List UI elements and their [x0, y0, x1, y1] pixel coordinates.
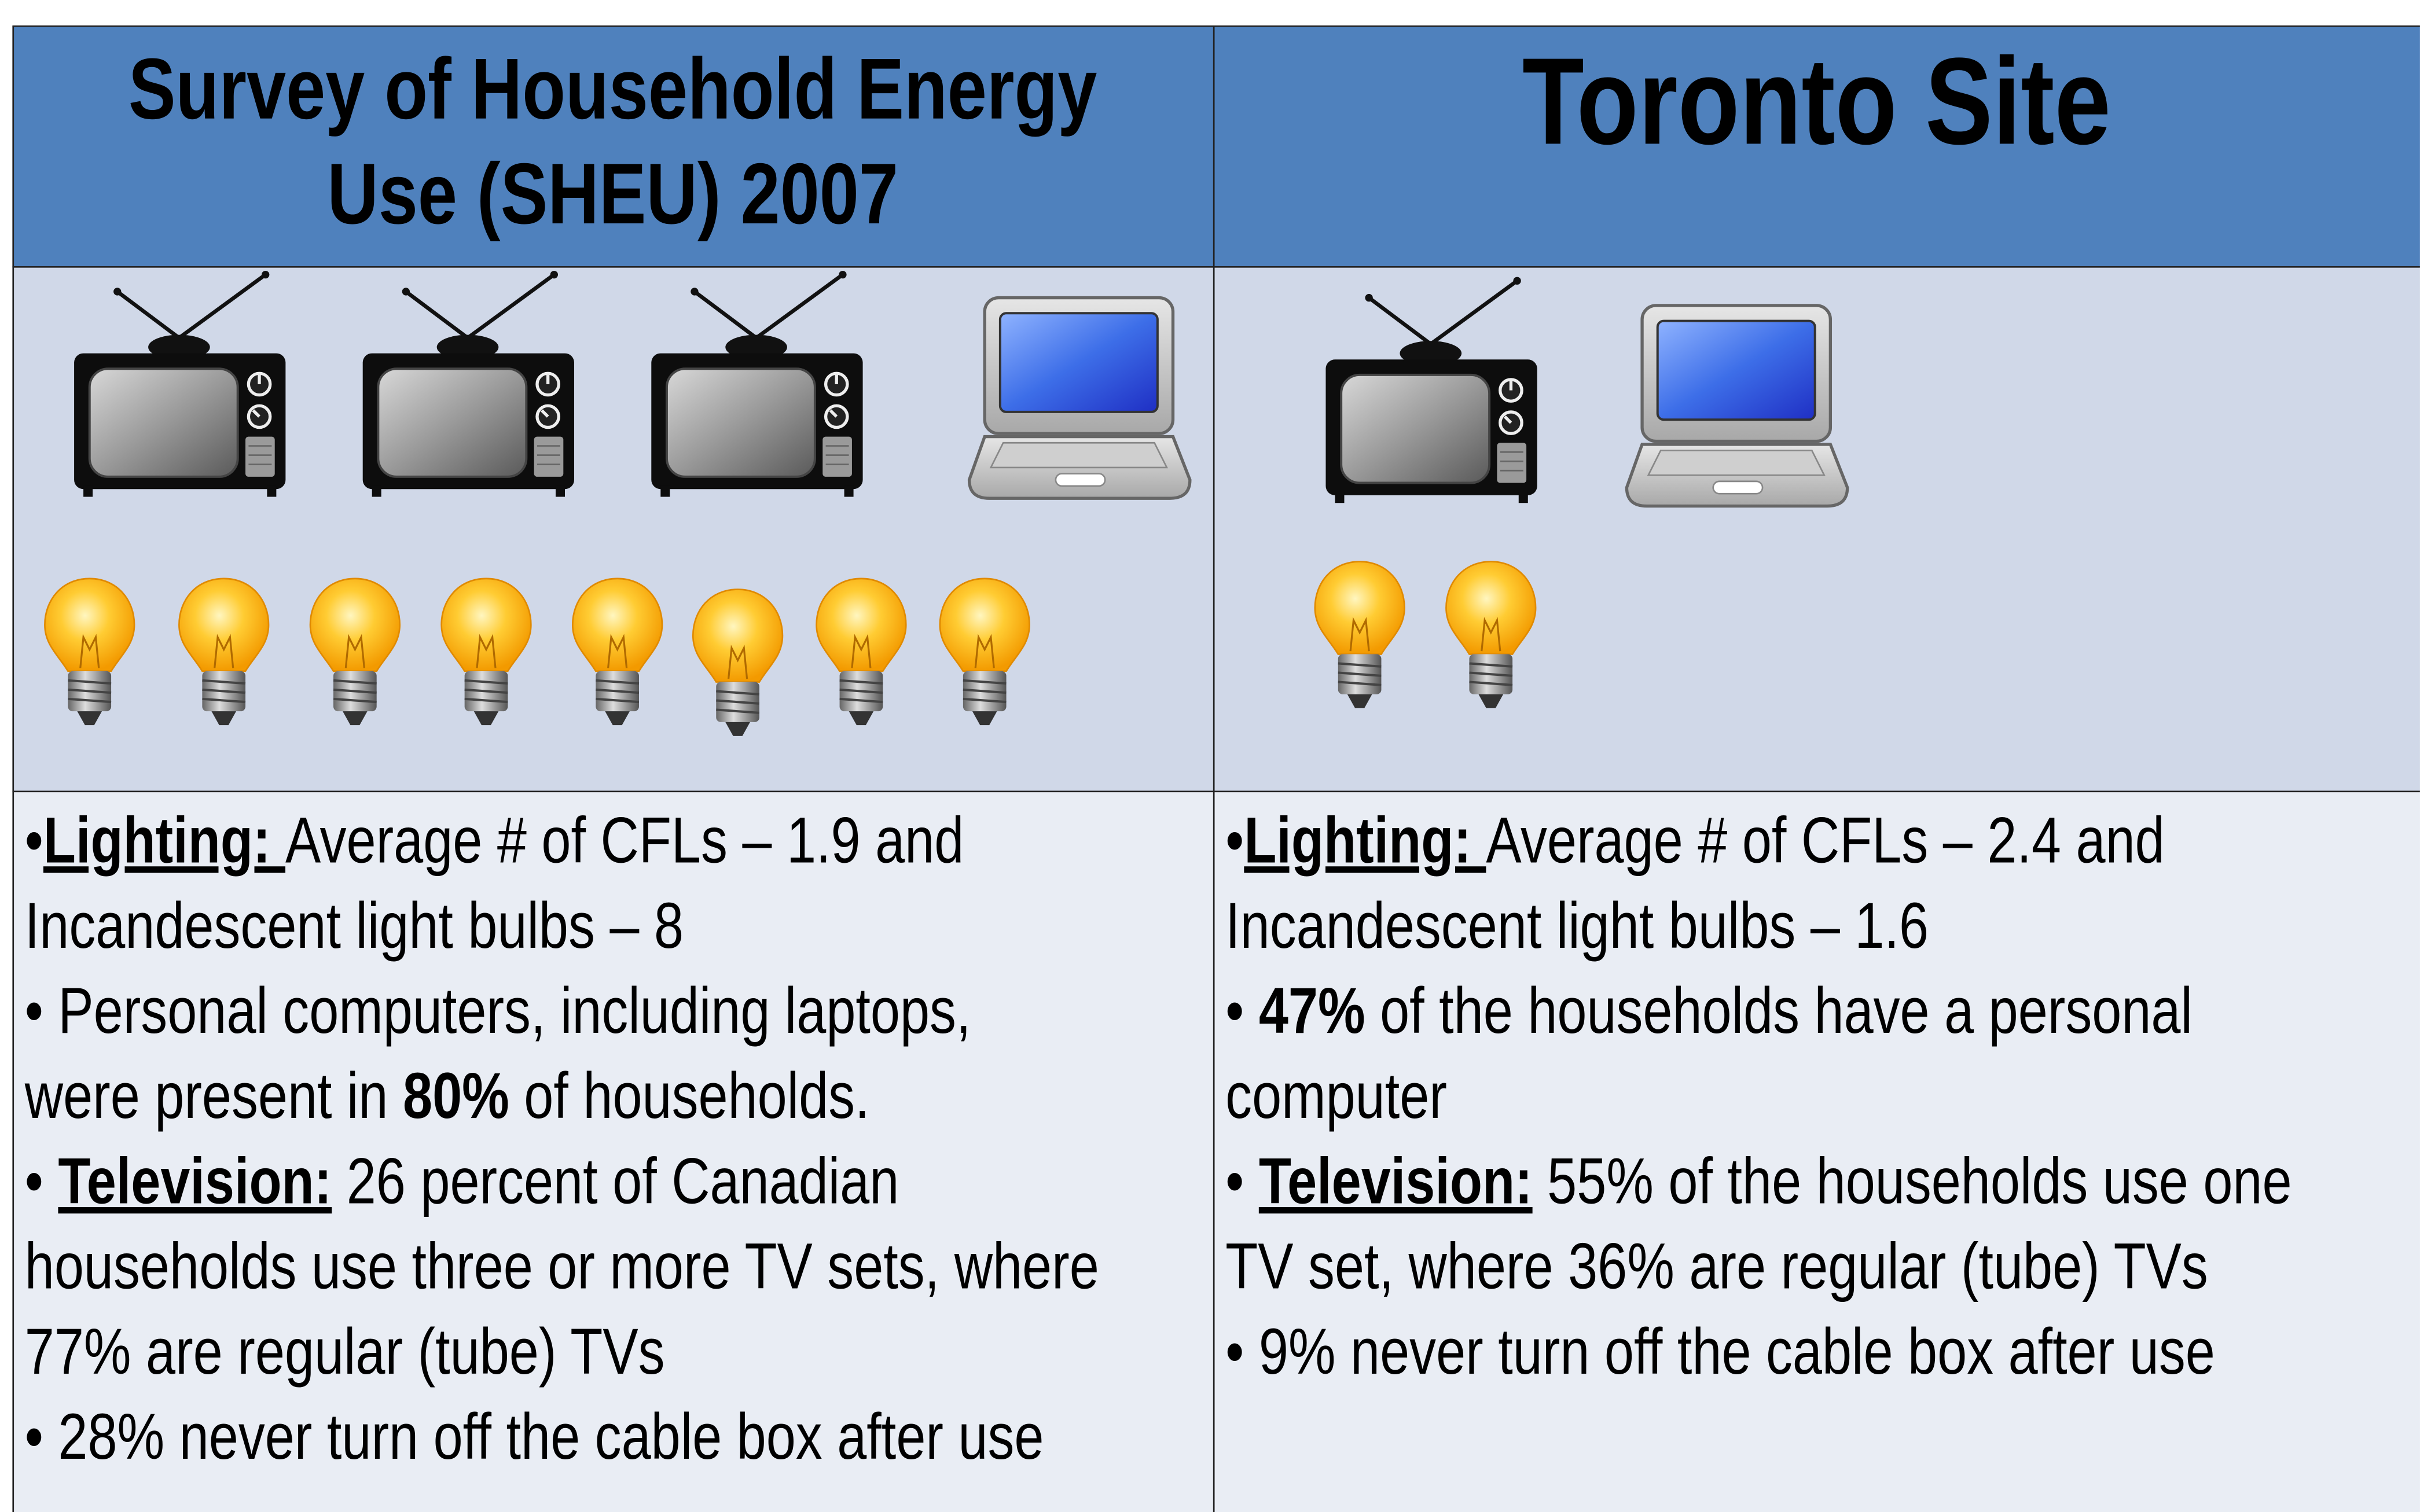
body-text: were present in 80% of households.	[24, 1059, 870, 1132]
text-run: • 28% never turn off the cable box after…	[25, 1400, 1044, 1473]
body-text: • 9% never turn off the cable box after …	[1225, 1315, 2215, 1388]
text-run: Lighting:	[1244, 804, 1486, 877]
text-line: •Lighting: Average # of CFLs – 1.9 and	[25, 804, 964, 877]
body-text: computer	[1225, 1059, 1447, 1132]
text-run: computer	[1225, 1059, 1447, 1132]
header-title-line: Survey of Household Energy	[128, 40, 1097, 137]
text-run: 55% of the households use one	[1533, 1145, 2292, 1217]
text-run: 77% are regular (tube) TVs	[25, 1315, 665, 1388]
header-title: Survey of Household Energy	[128, 40, 1097, 137]
text-run: •	[1225, 1145, 1259, 1217]
body-text: • Television: 55% of the households use …	[1225, 1145, 2292, 1217]
text-line: computer	[1225, 1059, 1447, 1132]
text-line: • 28% never turn off the cable box after…	[25, 1400, 1044, 1473]
body-text: • 47% of the households have a personal	[1225, 974, 2193, 1047]
text-run: Lighting:	[43, 804, 285, 877]
body-text: households use three or more TV sets, wh…	[25, 1230, 1099, 1303]
text-run: households use three or more TV sets, wh…	[25, 1230, 1099, 1303]
text-run: 47%	[1259, 974, 1365, 1047]
body-text: •Lighting: Average # of CFLs – 1.9 and	[25, 804, 964, 877]
text-line: • 9% never turn off the cable box after …	[1225, 1315, 2215, 1388]
page: {"columns": [ {"title_lines": ["Survey o…	[0, 0, 2420, 1512]
body-text: TV set, where 36% are regular (tube) TVs	[1225, 1230, 2208, 1303]
header-title: Use (SHEU) 2007	[327, 145, 898, 241]
body-text: • Television: 26 percent of Canadian	[25, 1145, 899, 1217]
text-run: • Personal computers, including laptops,	[25, 974, 971, 1047]
text-run: Incandescent light bulbs – 8	[25, 889, 684, 962]
text-line: • 47% of the households have a personal	[1225, 974, 2193, 1047]
body-text: •Lighting: Average # of CFLs – 2.4 and	[1225, 804, 2165, 877]
laptop-icon	[970, 298, 1190, 499]
header-title-line: Use (SHEU) 2007	[327, 145, 898, 241]
text-run: of the households have a personal	[1365, 974, 2193, 1047]
text-run: of households.	[509, 1059, 870, 1132]
text-run: •	[1225, 804, 1244, 877]
text-line: TV set, where 36% are regular (tube) TVs	[1225, 1230, 2208, 1303]
text-run: TV set, where 36% are regular (tube) TVs	[1225, 1230, 2208, 1303]
text-run: Incandescent light bulbs – 1.6	[1225, 889, 1929, 962]
header-title: Toronto Site	[1522, 32, 2111, 170]
comparison-table: Survey of Household EnergyUse (SHEU) 200…	[0, 0, 2420, 1512]
text-line: • Personal computers, including laptops,	[25, 974, 971, 1047]
text-line: Incandescent light bulbs – 8	[25, 889, 684, 962]
text-run: were present in	[24, 1059, 403, 1132]
body-text: • Personal computers, including laptops,	[25, 974, 971, 1047]
text-run: Television:	[58, 1145, 332, 1217]
text-line: • Television: 26 percent of Canadian	[25, 1145, 899, 1217]
text-run: 80%	[403, 1059, 509, 1132]
header-title-line: Toronto Site	[1522, 32, 2111, 170]
laptop-icon	[1626, 306, 1847, 506]
text-line: • Television: 55% of the households use …	[1225, 1145, 2292, 1217]
text-run: Average # of CFLs – 2.4 and	[1486, 804, 2164, 877]
text-line: •Lighting: Average # of CFLs – 2.4 and	[1225, 804, 2165, 877]
text-run: 26 percent of Canadian	[332, 1145, 899, 1217]
text-run: • 9% never turn off the cable box after …	[1225, 1315, 2215, 1388]
text-line: were present in 80% of households.	[24, 1059, 870, 1132]
text-run: •	[25, 1145, 58, 1217]
text-line: Incandescent light bulbs – 1.6	[1225, 889, 1929, 962]
text-line: 77% are regular (tube) TVs	[25, 1315, 665, 1388]
text-run: •	[25, 804, 43, 877]
body-text: Incandescent light bulbs – 8	[25, 889, 684, 962]
text-run: •	[1225, 974, 1259, 1047]
body-text: • 28% never turn off the cable box after…	[25, 1400, 1044, 1473]
text-run: Television:	[1259, 1145, 1533, 1217]
text-run: Average # of CFLs – 1.9 and	[285, 804, 964, 877]
icon-row	[12, 267, 2419, 792]
body-text: Incandescent light bulbs – 1.6	[1225, 889, 1929, 962]
body-text: 77% are regular (tube) TVs	[25, 1315, 665, 1388]
text-line: households use three or more TV sets, wh…	[25, 1230, 1099, 1303]
